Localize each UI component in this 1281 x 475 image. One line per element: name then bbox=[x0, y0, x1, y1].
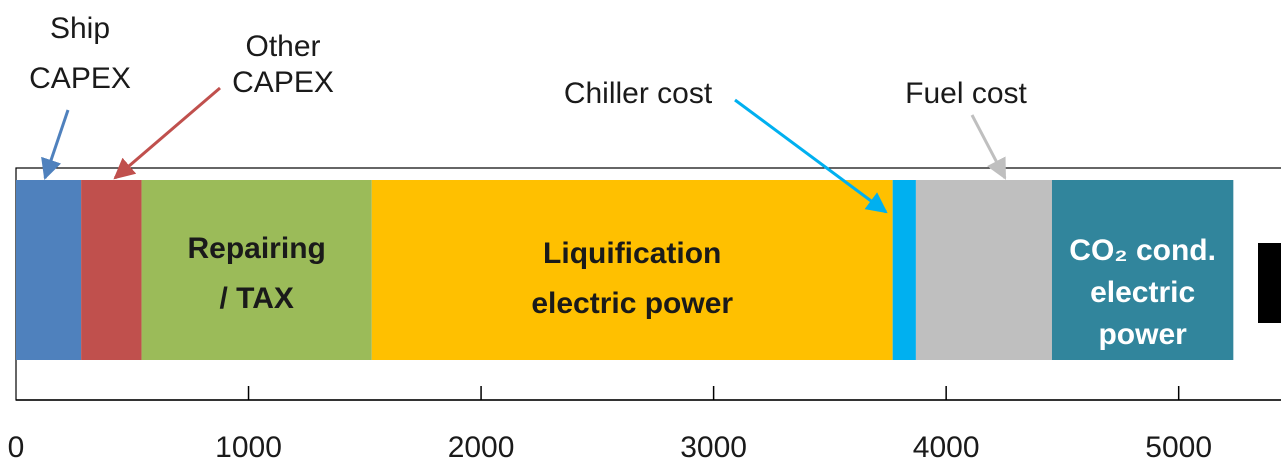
annotation-label: Chiller cost bbox=[564, 77, 713, 110]
bar-segment bbox=[892, 180, 916, 360]
bar-segment bbox=[81, 180, 142, 360]
annotation-arrow bbox=[113, 86, 221, 180]
x-tick-label: 5000 bbox=[1145, 431, 1212, 464]
annotation-label: Ship CAPEX bbox=[29, 12, 131, 95]
x-tick-label: 1000 bbox=[215, 431, 282, 464]
bar-segment bbox=[16, 180, 82, 360]
annotation-arrow bbox=[734, 98, 888, 214]
segment-label: Repairing / TAX bbox=[187, 232, 325, 315]
annotation-arrow bbox=[41, 109, 70, 180]
x-tick-label: 0 bbox=[8, 431, 25, 464]
x-tick-label: 4000 bbox=[913, 431, 980, 464]
bar-segment bbox=[915, 180, 1052, 360]
annotation-label: Other CAPEX bbox=[232, 30, 334, 99]
cut-off-box bbox=[1258, 243, 1281, 323]
bar-segment bbox=[1051, 180, 1234, 360]
bar-segment bbox=[141, 180, 372, 360]
bar-segment bbox=[371, 180, 893, 360]
annotation-arrow bbox=[970, 114, 1007, 180]
x-tick-label: 2000 bbox=[448, 431, 515, 464]
segment-label: Liquification electric power bbox=[531, 237, 733, 320]
annotation-label: Fuel cost bbox=[905, 77, 1027, 110]
x-tick-label: 3000 bbox=[680, 431, 747, 464]
segment-label: CO₂ cond. electric power bbox=[1069, 234, 1216, 351]
